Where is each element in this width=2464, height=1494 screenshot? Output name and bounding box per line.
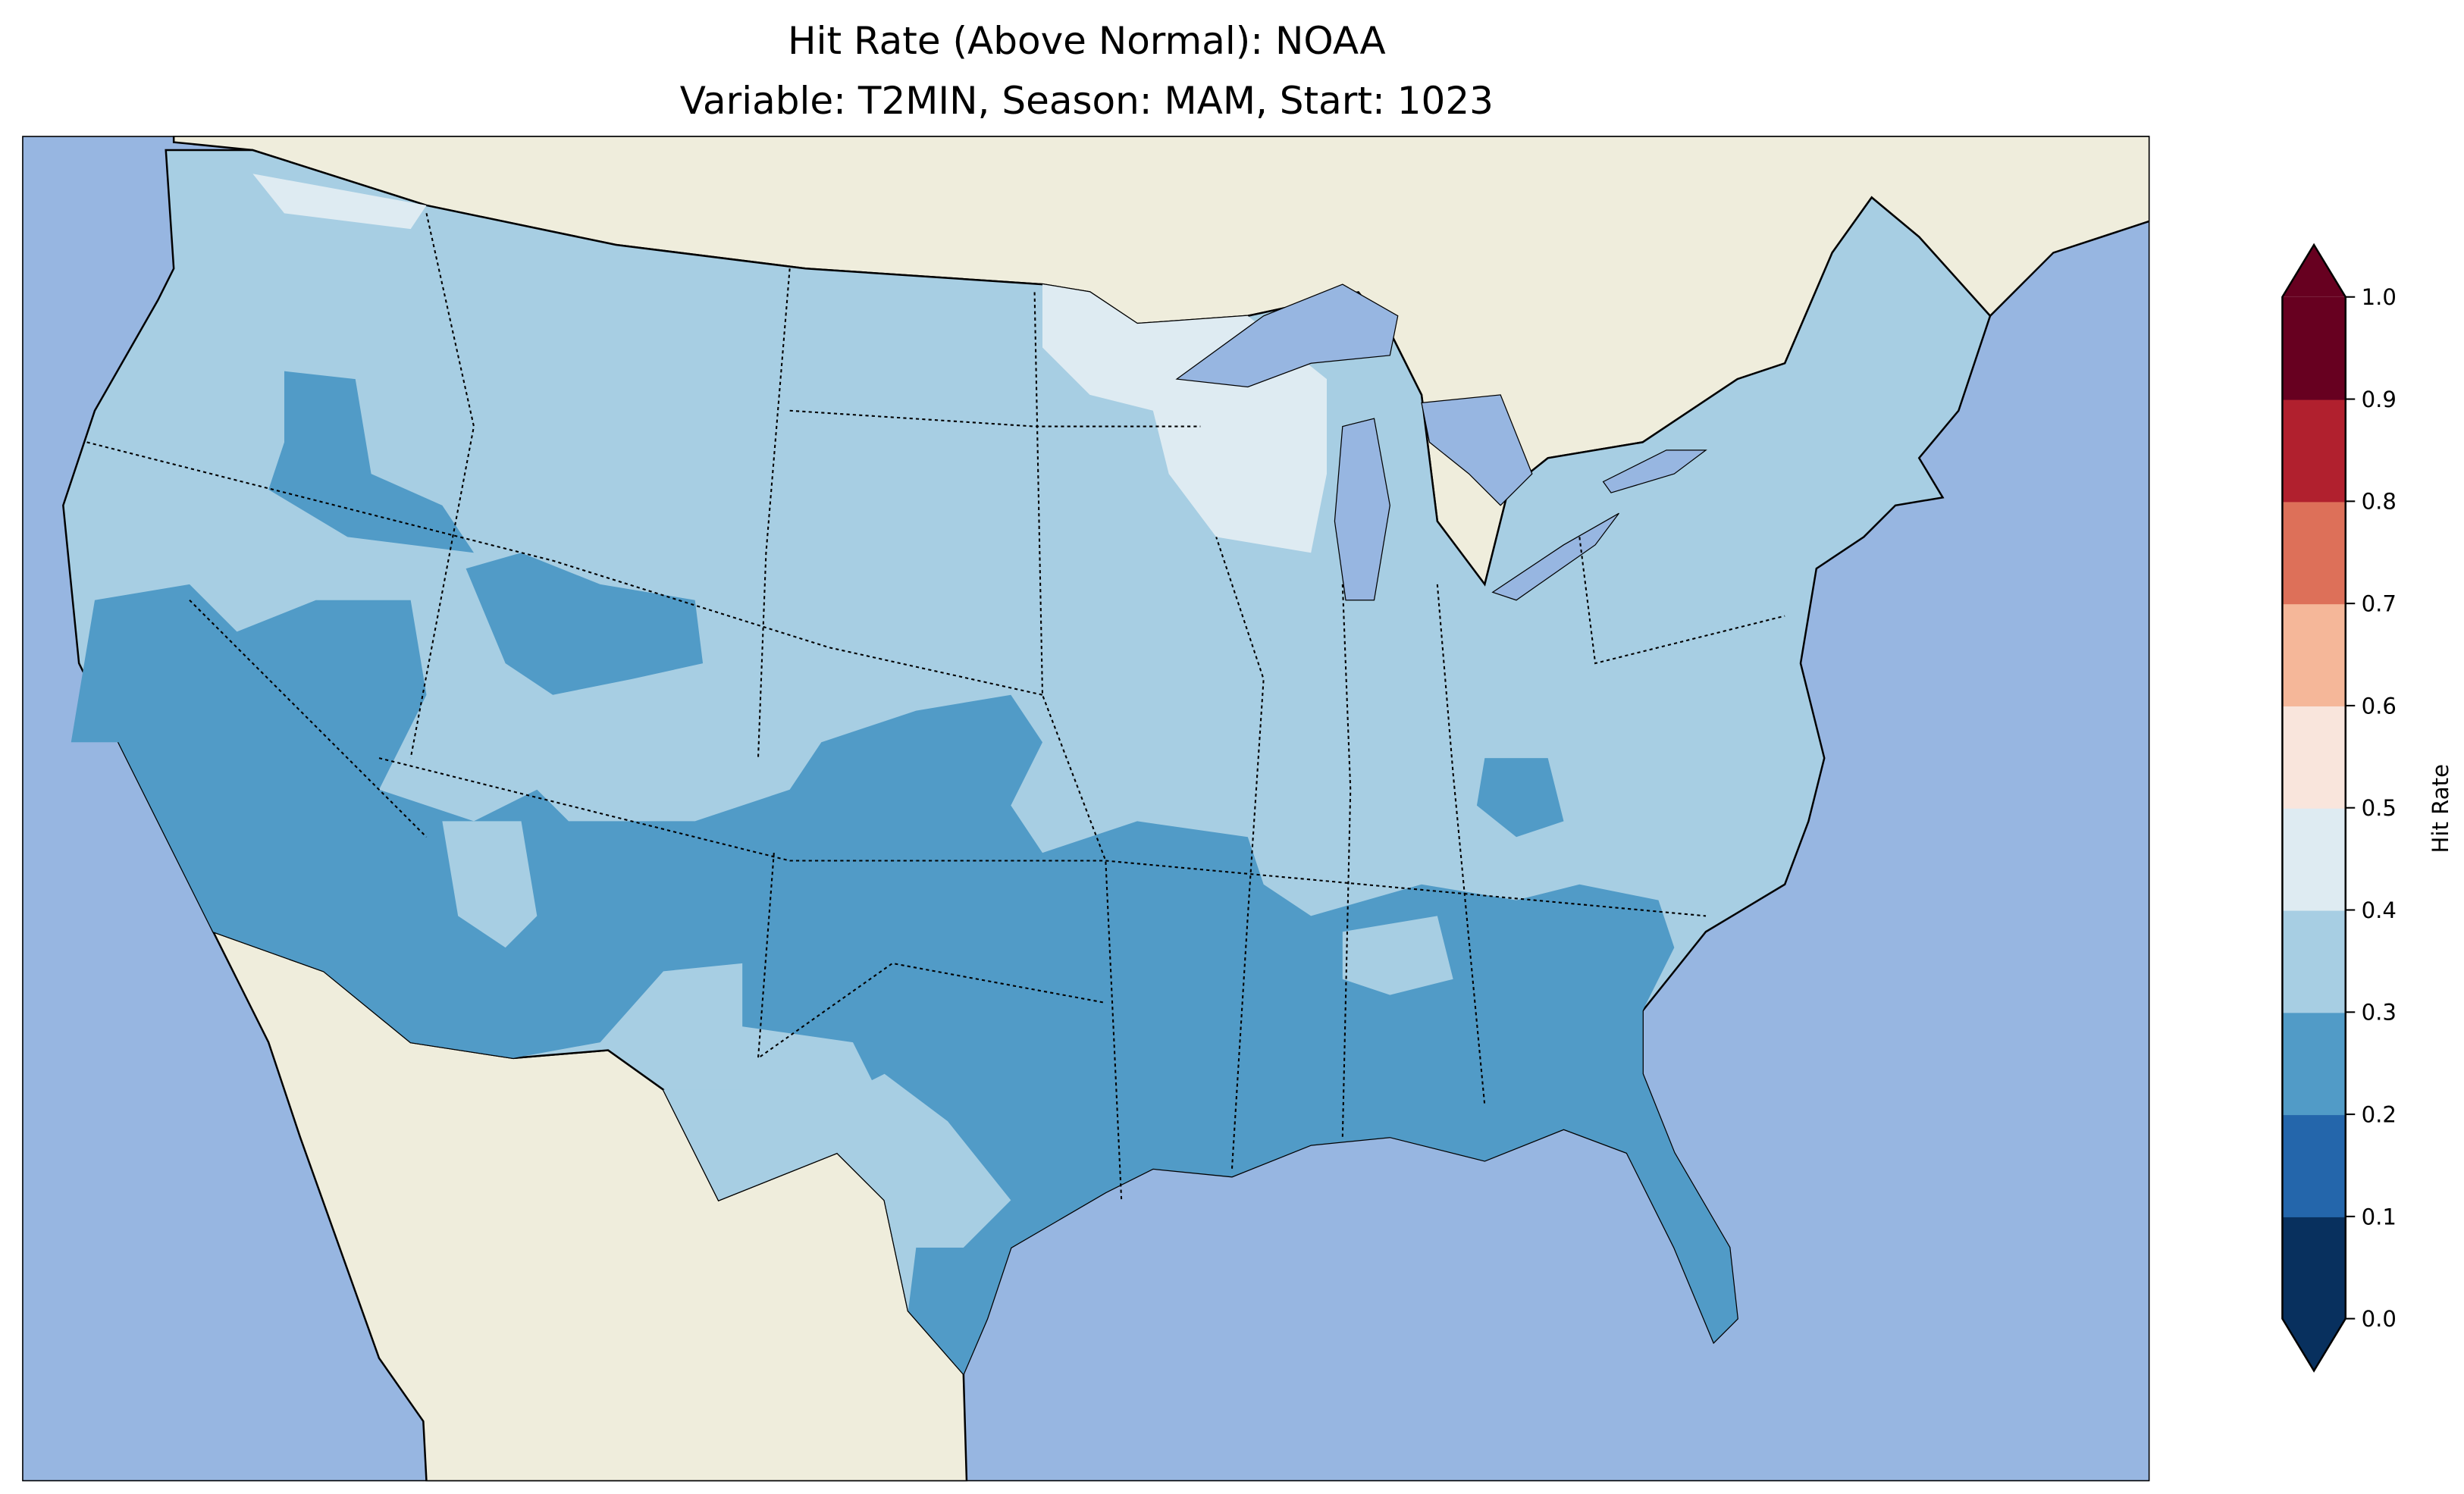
lake-superior: [1175, 283, 1399, 388]
us-region-0.2-0.3: [71, 371, 1738, 1374]
chart-subtitle: Variable: T2MIN, Season: MAM, Start: 102…: [680, 79, 1494, 123]
great-lakes: [1175, 283, 1707, 601]
colorbar-tick-label: 0.6: [2362, 693, 2397, 719]
state-borders: [86, 213, 1785, 1201]
colorbar-extend-max: [2282, 245, 2346, 297]
colorbar-bin: [2282, 399, 2346, 503]
state-border: [1341, 584, 1352, 1138]
chart-title: Hit Rate (Above Normal): NOAA: [788, 19, 1386, 63]
patch-southwest: [71, 584, 1738, 1374]
state-border: [757, 268, 791, 759]
lake-michigan: [1334, 418, 1390, 601]
colorbar-tick-label: 0.0: [2362, 1306, 2397, 1332]
colorbar-label: Hit Rate: [2428, 764, 2453, 853]
colorbar-tick-label: 0.9: [2362, 387, 2397, 412]
patch-idaho-oregon: [268, 371, 474, 553]
state-border: [86, 441, 1043, 696]
state-border: [1578, 537, 1785, 665]
lake-ontario: [1602, 449, 1707, 493]
patch-west-texas: [663, 1073, 1011, 1311]
patch-alabama: [1342, 916, 1453, 995]
colorbar-tick-label: 0.1: [2362, 1204, 2397, 1229]
colorbar-tick-label: 0.4: [2362, 897, 2397, 923]
colorbar-bin: [2282, 910, 2346, 1013]
lake-huron: [1421, 394, 1533, 506]
us-region-0.3-0.4-inner: [442, 821, 1453, 1311]
colorbar: 0.0 0.1 0.2 0.3 0.4 0.5 0.6 0.7 0.8 0.9 1.0: [2281, 243, 2397, 1373]
patch-northwest-border: [252, 174, 427, 230]
colorbar-bin: [2282, 296, 2346, 400]
state-border: [1215, 537, 1265, 1169]
colorbar-bin: [2282, 705, 2346, 809]
colorbar-tick-label: 1.0: [2362, 284, 2397, 310]
lake-erie: [1491, 512, 1619, 601]
patch-arizona: [442, 821, 538, 948]
state-border: [378, 757, 1707, 917]
patch-wyoming-colorado: [466, 553, 704, 695]
colorbar-bin: [2282, 501, 2346, 605]
state-border: [757, 853, 1106, 1060]
state-border: [1436, 584, 1486, 1106]
colorbar-tick-label: 0.7: [2362, 591, 2397, 617]
state-border: [409, 213, 475, 759]
colorbar-bin: [2282, 603, 2346, 706]
state-border: [789, 409, 1201, 428]
colorbar-bin: [2282, 1012, 2346, 1116]
state-border: [189, 600, 428, 838]
colorbar-tick-label: 0.5: [2362, 795, 2397, 821]
colorbar-bin: [2282, 1216, 2346, 1320]
colorbar-tick-label: 0.8: [2362, 489, 2397, 515]
colorbar-bin: [2282, 1114, 2346, 1217]
map-area: [22, 136, 2150, 1482]
colorbar-bin: [2282, 807, 2346, 911]
colorbar-tick-label: 0.3: [2362, 1000, 2397, 1026]
colorbar-tick-label: 0.2: [2362, 1101, 2397, 1127]
patch-kentucky: [1476, 758, 1564, 838]
colorbar-extend-min: [2282, 1318, 2346, 1371]
